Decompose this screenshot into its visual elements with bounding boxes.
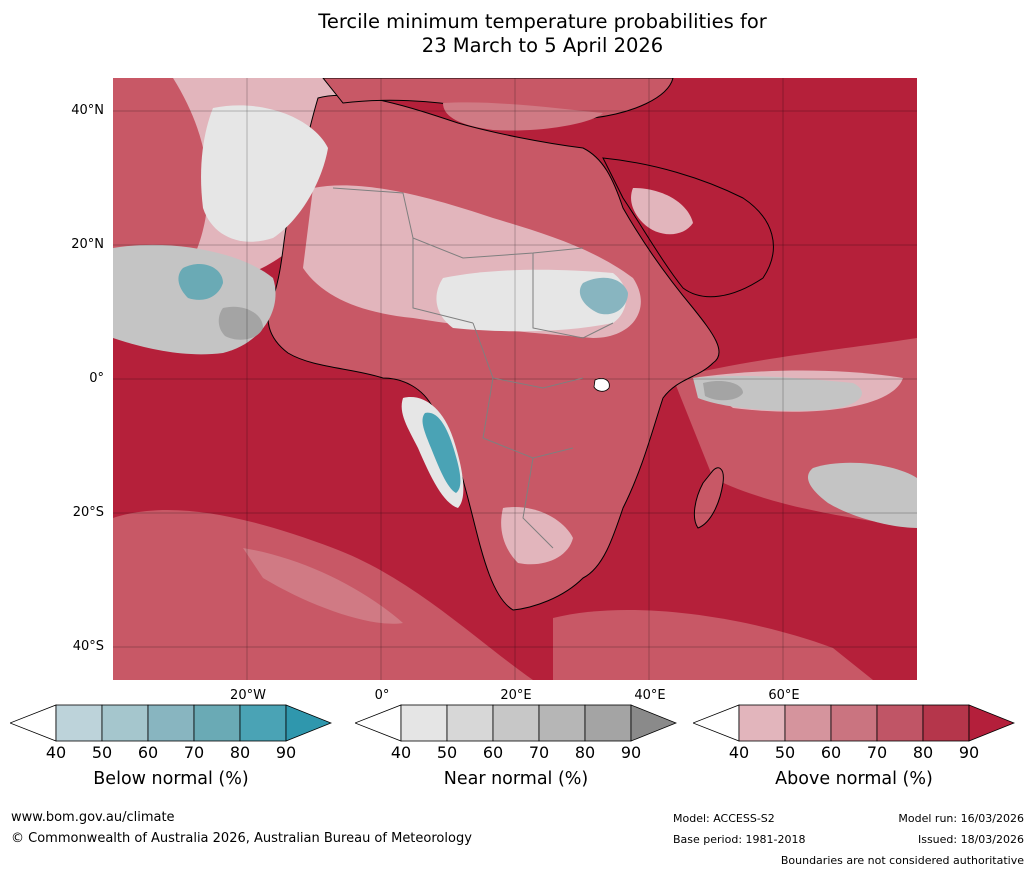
above-tick-50: 50	[774, 743, 796, 762]
above-tick-90: 90	[958, 743, 980, 762]
near-normal-colorbar	[355, 704, 677, 742]
above-swatch-low	[693, 704, 740, 742]
model-run-info: Model run: 16/03/2026	[898, 812, 1024, 825]
near-tick-90: 90	[620, 743, 642, 762]
west-africa-light	[201, 105, 328, 242]
below-swatch-80-90	[239, 704, 287, 742]
near-tick-40: 40	[390, 743, 412, 762]
above-tick-80: 80	[912, 743, 934, 762]
below-swatch-50-60	[101, 704, 149, 742]
near-tick-60: 60	[482, 743, 504, 762]
model-info: Model: ACCESS-S2	[673, 812, 775, 825]
near-swatch-high	[630, 704, 677, 742]
issued-info: Issued: 18/03/2026	[917, 833, 1024, 846]
below-tick-70: 70	[183, 743, 205, 762]
near-swatch-40-50	[400, 704, 448, 742]
near-normal-title: Near normal (%)	[443, 769, 589, 789]
near-swatch-80-90	[584, 704, 632, 742]
below-normal-title: Below normal (%)	[93, 769, 249, 789]
near-swatch-70-80	[538, 704, 586, 742]
southern-africa-light	[501, 507, 573, 565]
below-tick-60: 60	[137, 743, 159, 762]
above-tick-70: 70	[866, 743, 888, 762]
base-period-info: Base period: 1981-2018	[673, 833, 806, 846]
below-normal-colorbar	[10, 704, 332, 742]
mediterranean-sea	[443, 102, 603, 131]
below-swatch-60-70	[147, 704, 195, 742]
country-borders	[332, 187, 614, 549]
lon-label-20e: 20°E	[500, 688, 532, 703]
lat-label-20s: 20°S	[72, 505, 104, 520]
indian-ocean-dark-grey	[703, 381, 743, 401]
lake-victoria	[593, 378, 610, 392]
above-swatch-50-60	[784, 704, 832, 742]
above-swatch-70-80	[876, 704, 924, 742]
below-swatch-70-80	[193, 704, 241, 742]
west-africa-dark-grey	[218, 306, 263, 340]
title-line-1: Tercile minimum temperature probabilitie…	[318, 10, 767, 33]
lon-label-20w: 20°W	[230, 688, 266, 703]
near-tick-80: 80	[574, 743, 596, 762]
below-swatch-40-50	[55, 704, 103, 742]
lat-label-40s: 40°S	[72, 639, 104, 654]
madagascar-ocean-near-normal	[808, 462, 917, 528]
above-swatch-60-70	[830, 704, 878, 742]
disclaimer-text: Boundaries are not considered authoritat…	[780, 854, 1024, 867]
below-tick-90: 90	[275, 743, 297, 762]
ocean-zone-south-lower	[243, 548, 403, 624]
map-title: Tercile minimum temperature probabilitie…	[0, 10, 1035, 58]
lat-label-20n: 20°N	[71, 237, 104, 252]
near-swatch-50-60	[446, 704, 494, 742]
above-swatch-40-50	[738, 704, 786, 742]
near-tick-70: 70	[528, 743, 550, 762]
gridlines	[113, 78, 917, 680]
above-tick-40: 40	[728, 743, 750, 762]
sahel-near-normal	[436, 269, 627, 332]
near-tick-50: 50	[436, 743, 458, 762]
near-swatch-60-70	[492, 704, 540, 742]
ocean-zone-southern	[553, 609, 873, 680]
west-africa-below-normal	[178, 263, 223, 300]
below-tick-80: 80	[229, 743, 251, 762]
below-swatch-high	[285, 704, 332, 742]
above-tick-60: 60	[820, 743, 842, 762]
above-swatch-high	[968, 704, 1015, 742]
copyright-text: © Commonwealth of Australia 2026, Austra…	[11, 831, 472, 846]
near-swatch-low	[355, 704, 402, 742]
lon-label-0: 0°	[374, 688, 390, 703]
website-link[interactable]: www.bom.gov.au/climate	[11, 810, 175, 825]
below-tick-50: 50	[91, 743, 113, 762]
lat-label-40n: 40°N	[71, 103, 104, 118]
title-line-2: 23 March to 5 April 2026	[421, 34, 664, 57]
above-normal-title: Above normal (%)	[775, 769, 933, 789]
above-swatch-80-90	[922, 704, 970, 742]
probability-map	[113, 78, 917, 680]
arabia-light-zone	[631, 188, 693, 235]
above-normal-colorbar	[693, 704, 1015, 742]
below-swatch-low	[10, 704, 57, 742]
lon-label-60e: 60°E	[768, 688, 800, 703]
map-canvas	[113, 78, 917, 680]
angola-below-normal	[422, 412, 461, 493]
below-tick-40: 40	[45, 743, 67, 762]
lon-label-40e: 40°E	[634, 688, 666, 703]
lat-label-0: 0°	[89, 371, 104, 386]
sahel-below-normal	[579, 277, 628, 315]
